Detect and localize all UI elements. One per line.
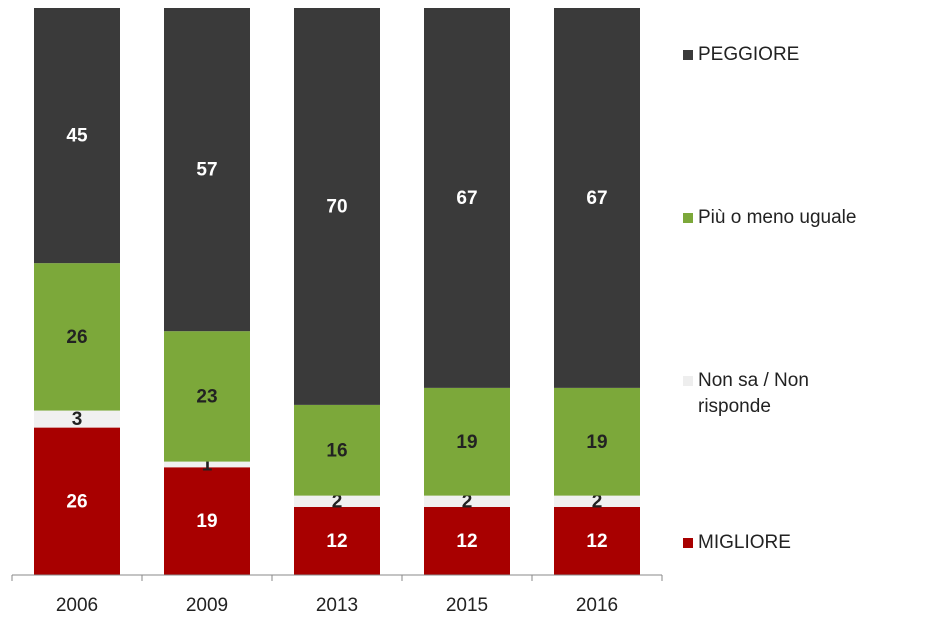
legend-swatch bbox=[683, 538, 693, 548]
data-label: 2 bbox=[462, 491, 473, 512]
x-tick-label: 2015 bbox=[446, 595, 488, 616]
x-tick-label: 2013 bbox=[316, 595, 358, 616]
data-label: 19 bbox=[456, 432, 477, 453]
legend-swatch bbox=[683, 376, 693, 386]
bar-segment bbox=[164, 331, 250, 462]
bar-segment bbox=[294, 506, 380, 575]
bar-segment bbox=[294, 404, 380, 496]
legend-label: Più o meno uguale bbox=[698, 207, 857, 228]
bar-segment bbox=[34, 410, 120, 428]
x-tick-label: 2006 bbox=[56, 595, 98, 616]
data-label: 45 bbox=[66, 126, 88, 147]
data-label: 19 bbox=[586, 432, 607, 453]
bar-segment bbox=[554, 387, 640, 496]
data-label: 12 bbox=[326, 531, 347, 552]
data-label: 70 bbox=[326, 196, 347, 217]
legend-swatch bbox=[683, 50, 693, 60]
bar-segment bbox=[34, 263, 120, 411]
bar-segment bbox=[164, 461, 250, 468]
data-label: 19 bbox=[196, 511, 217, 532]
bar-segment bbox=[424, 495, 510, 507]
legend-label: PEGGIORE bbox=[698, 44, 800, 65]
bar-segment bbox=[164, 8, 250, 332]
bar-segment bbox=[554, 8, 640, 388]
data-label: 16 bbox=[326, 440, 347, 461]
legend-label: MIGLIORE bbox=[698, 532, 791, 553]
bar-segment bbox=[554, 495, 640, 507]
bar-segment bbox=[164, 467, 250, 575]
bar-segment bbox=[294, 8, 380, 405]
bar-segment bbox=[34, 427, 120, 575]
data-label: 2 bbox=[592, 491, 603, 512]
data-label: 67 bbox=[586, 188, 607, 209]
data-label: 12 bbox=[586, 531, 607, 552]
data-label: 23 bbox=[196, 386, 217, 407]
data-label: 3 bbox=[72, 409, 83, 430]
data-label: 26 bbox=[66, 327, 87, 348]
legend-item: Non sa / Non risponde bbox=[683, 368, 823, 420]
data-label: 57 bbox=[196, 160, 217, 181]
bar-segment bbox=[424, 387, 510, 496]
data-label: 67 bbox=[456, 188, 477, 209]
x-tick-label: 2009 bbox=[186, 595, 228, 616]
bar-segment bbox=[34, 8, 120, 264]
legend-item: Più o meno uguale bbox=[683, 205, 923, 231]
data-label: 1 bbox=[202, 454, 213, 475]
legend-label: Non sa / Non risponde bbox=[698, 370, 809, 417]
x-tick-label: 2016 bbox=[576, 595, 618, 616]
legend-swatch bbox=[683, 213, 693, 223]
bar-segment bbox=[294, 495, 380, 507]
legend-item: MIGLIORE bbox=[683, 530, 923, 556]
bar-segment bbox=[424, 8, 510, 388]
bar-segment bbox=[554, 506, 640, 575]
data-label: 2 bbox=[332, 491, 343, 512]
legend-item: PEGGIORE bbox=[683, 42, 923, 68]
bar-segment bbox=[424, 506, 510, 575]
data-label: 12 bbox=[456, 531, 477, 552]
chart: 26 3 26 45 2006 19 1 23 57 2009 12 2 16 70 2013 12 2 19 67… bbox=[11, 8, 663, 616]
data-label: 26 bbox=[66, 491, 87, 512]
